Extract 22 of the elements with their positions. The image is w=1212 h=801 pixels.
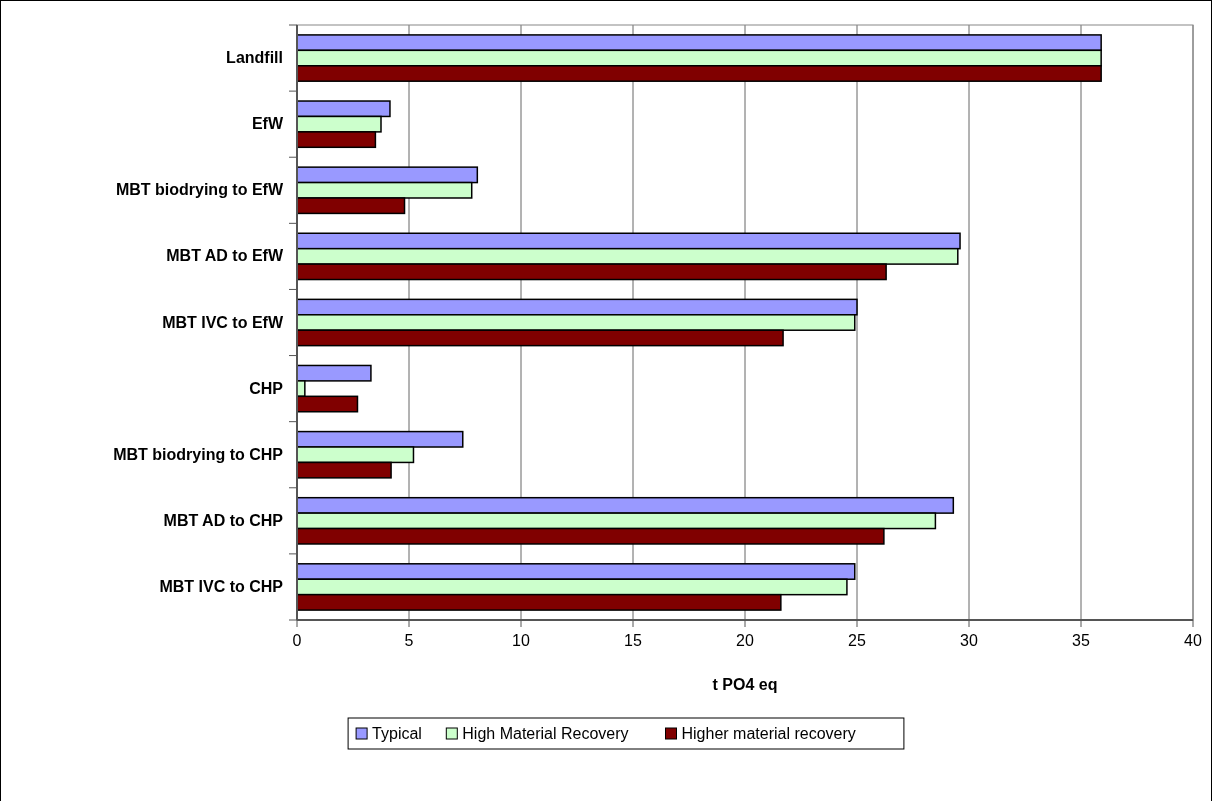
- x-tick-label: 40: [1184, 632, 1202, 649]
- y-tick-label: Landfill: [226, 49, 283, 67]
- y-tick-label: MBT biodrying to EfW: [115, 181, 284, 199]
- x-tick-label: 35: [1072, 632, 1090, 649]
- y-tick-label: CHP: [249, 379, 284, 397]
- y-tick-label: EfW: [251, 115, 284, 133]
- y-tick-label: MBT biodrying to CHP: [113, 445, 284, 463]
- legend-label: Typical: [372, 725, 422, 742]
- y-tick-label: MBT IVC to CHP: [159, 577, 284, 595]
- x-tick-label: 30: [960, 632, 978, 649]
- x-tick-label: 0: [292, 632, 302, 649]
- x-tick-label: 10: [512, 632, 530, 649]
- x-tick-label: 25: [848, 632, 866, 649]
- x-tick-label: 5: [404, 632, 414, 649]
- x-tick-label: 20: [736, 632, 754, 649]
- y-tick-label: MBT AD to EfW: [166, 247, 284, 265]
- y-tick-label: MBT AD to CHP: [163, 511, 284, 529]
- x-tick-label: 15: [624, 632, 642, 649]
- y-tick-label: MBT IVC to EfW: [162, 313, 284, 331]
- x-axis-title: t PO4 eq: [712, 676, 778, 693]
- legend-label: High Material Recovery: [462, 725, 629, 742]
- legend-label: Higher material recovery: [681, 725, 856, 742]
